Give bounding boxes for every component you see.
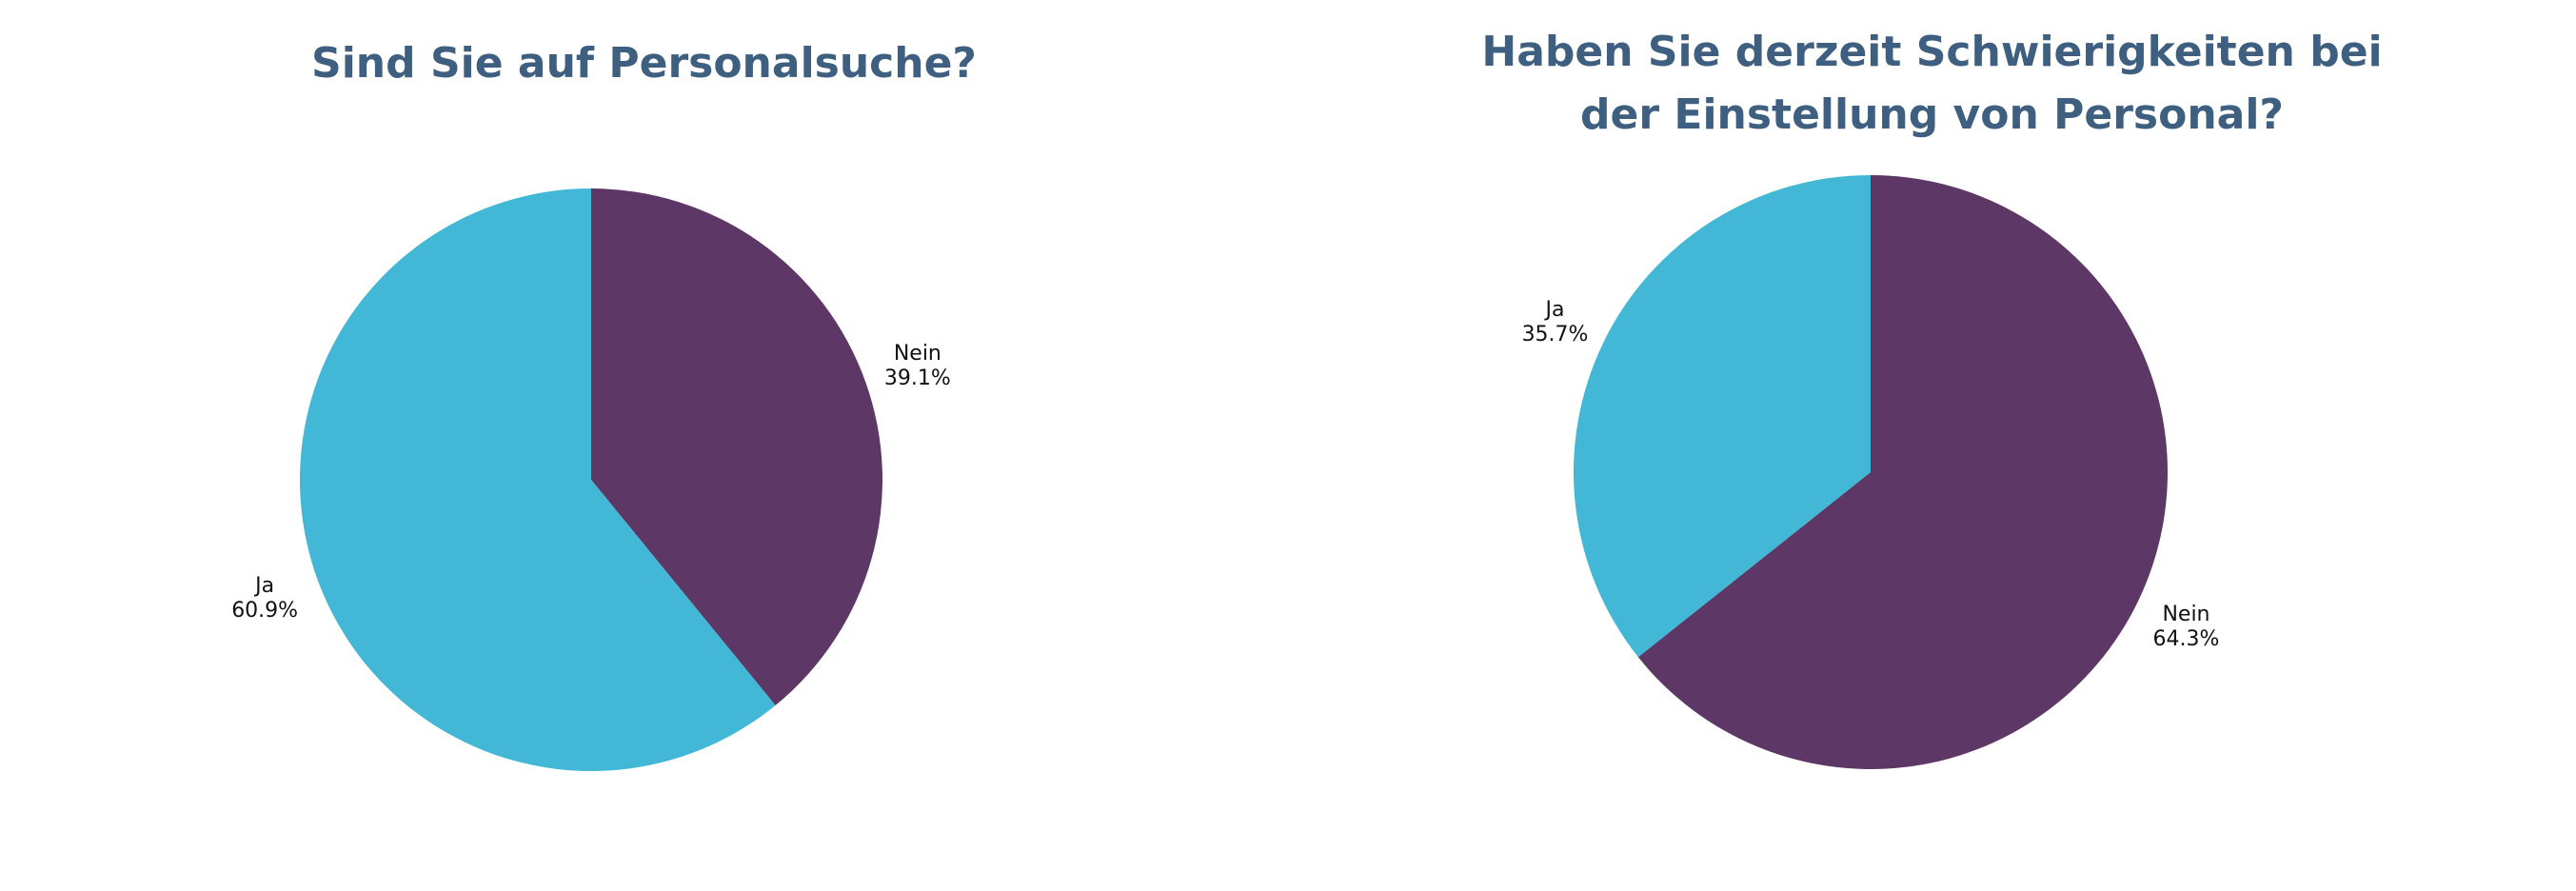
pie-chart-svg: Nein 39.1% Ja 60.9% <box>231 188 951 771</box>
pie-chart-schwierigkeiten: Haben Sie derzeit Schwierigkeiten bei de… <box>1288 0 2576 891</box>
slice-category-label: Nein <box>894 342 941 366</box>
chart-title-line-1: Haben Sie derzeit Schwierigkeiten bei <box>1481 28 2383 76</box>
slice-value-label: 64.3% <box>2153 627 2220 651</box>
chart-title: Haben Sie derzeit Schwierigkeiten bei de… <box>1288 21 2576 147</box>
slice-value-label: 39.1% <box>884 366 951 390</box>
chart-title-line-2: der Einstellung von Personal? <box>1580 90 2284 139</box>
slice-value-label: 60.9% <box>231 599 298 623</box>
pie-slice-nein <box>1637 175 2168 769</box>
slice-label-nein: Nein 64.3% <box>2153 603 2220 651</box>
pie-chart-svg: Nein 64.3% Ja 35.7% <box>1522 175 2220 769</box>
slice-category-label: Ja <box>253 574 274 598</box>
slice-category-label: Ja <box>1544 298 1565 322</box>
slice-label-nein: Nein 39.1% <box>884 342 951 390</box>
pie-slice-nein <box>591 188 882 705</box>
slice-label-ja: Ja 60.9% <box>231 574 298 623</box>
pie-slice-ja <box>1574 175 1871 658</box>
pie-chart-personalsuche: Sind Sie auf Personalsuche? Nein 39.1% Ja 6… <box>231 39 977 771</box>
slice-category-label: Nein <box>2162 603 2209 626</box>
pie-slice-ja <box>299 188 776 771</box>
slice-value-label: 35.7% <box>1522 323 1589 346</box>
chart-title: Sind Sie auf Personalsuche? <box>311 39 977 88</box>
slice-label-ja: Ja 35.7% <box>1522 298 1589 346</box>
